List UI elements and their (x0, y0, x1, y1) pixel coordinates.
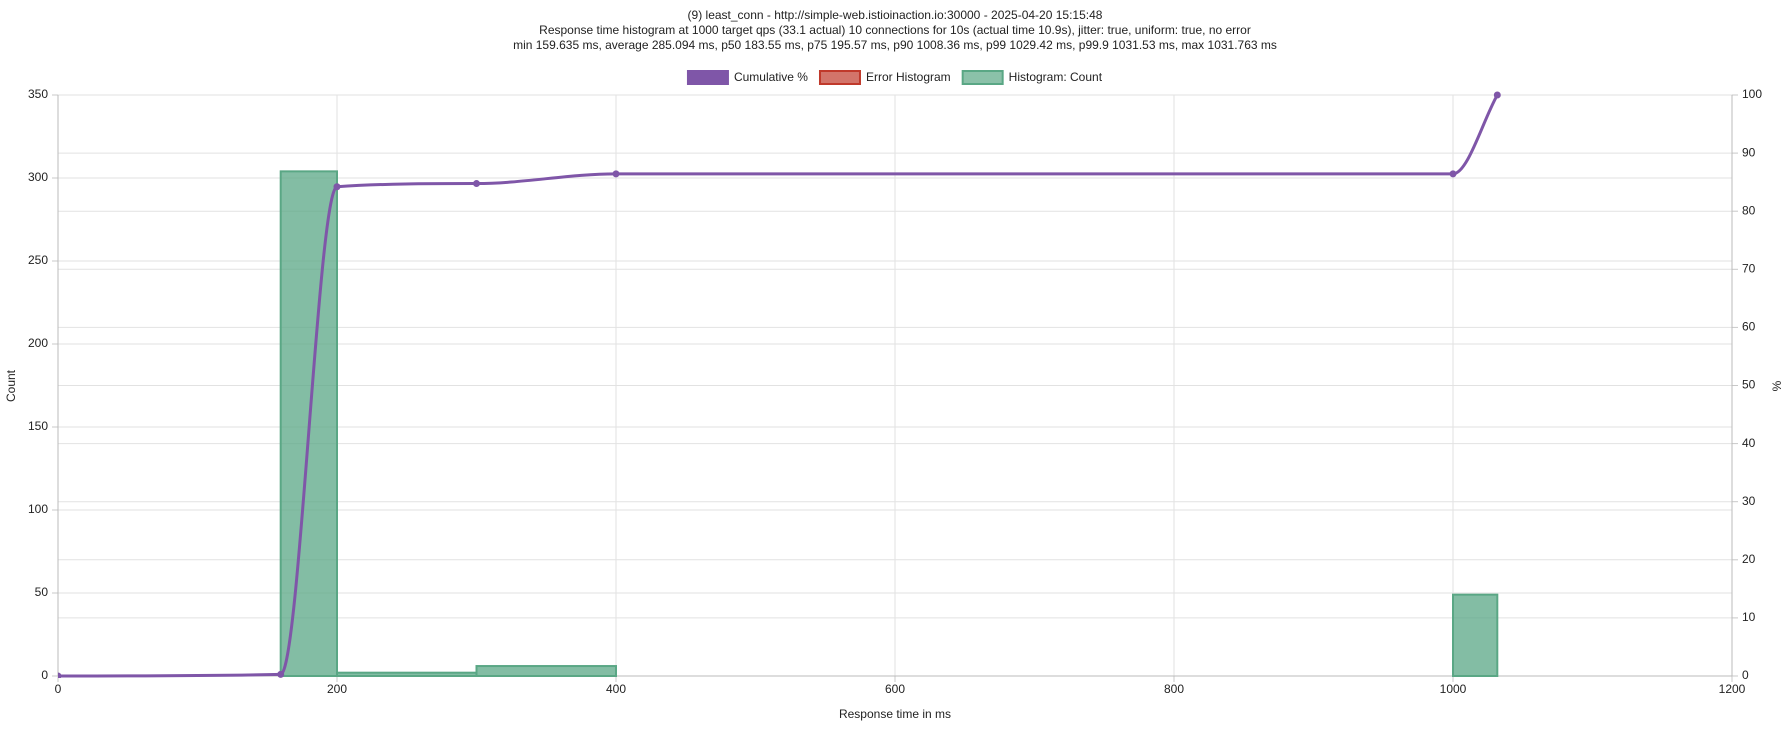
y2-tick-label: 40 (1742, 436, 1756, 450)
x-tick-label: 600 (885, 682, 905, 696)
y2-tick-label: 70 (1742, 261, 1756, 275)
chart-title: (9) least_conn - http://simple-web.istio… (688, 8, 1103, 22)
histogram-bar (475, 665, 617, 677)
y2-tick-label: 10 (1742, 610, 1756, 624)
x-tick-label: 1000 (1440, 682, 1467, 696)
x-tick-label: 200 (327, 682, 347, 696)
y2-tick-label: 60 (1742, 320, 1756, 334)
x-tick-label: 0 (55, 682, 62, 696)
legend-swatch (686, 70, 729, 85)
y-tick-label: 300 (28, 170, 48, 184)
y2-tick-label: 30 (1742, 494, 1756, 508)
cumulative-point (1493, 91, 1501, 99)
histogram-bar (336, 671, 478, 677)
y-tick-label: 50 (35, 585, 49, 599)
legend: Cumulative % Error Histogram Histogram: Co… (686, 70, 1103, 85)
y-tick-label: 250 (28, 253, 48, 267)
legend-swatch (818, 70, 861, 85)
y-tick-label: 350 (28, 87, 48, 101)
x-axis-label: Response time in ms (839, 707, 951, 721)
x-tick-label: 1200 (1719, 682, 1746, 696)
y2-tick-label: 80 (1742, 203, 1756, 217)
y-axis-label: Count (4, 369, 18, 402)
y2-tick-label: 100 (1742, 87, 1762, 101)
cumulative-point (277, 670, 285, 678)
y2-axis-label: % (1770, 380, 1784, 391)
legend-label: Cumulative % (734, 70, 808, 84)
plot-area (58, 91, 1501, 678)
cumulative-point (1449, 170, 1457, 178)
y-tick-label: 0 (41, 668, 48, 682)
y2-tick-label: 50 (1742, 378, 1756, 392)
chart-subtitle: Response time histogram at 1000 target q… (539, 23, 1251, 37)
chart-subtitle: min 159.635 ms, average 285.094 ms, p50 … (513, 38, 1277, 52)
cumulative-point (58, 672, 62, 678)
cumulative-point (333, 183, 341, 191)
legend-label: Error Histogram (866, 70, 951, 84)
cumulative-point (473, 180, 480, 188)
cumulative-point (612, 170, 620, 178)
y-tick-label: 150 (28, 419, 48, 433)
x-tick-label: 800 (1164, 682, 1184, 696)
x-tick-label: 400 (606, 682, 626, 696)
legend-swatch (961, 70, 1004, 85)
y2-tick-label: 20 (1742, 552, 1756, 566)
y-tick-label: 100 (28, 502, 48, 516)
histogram-bar (1452, 593, 1499, 677)
y-tick-label: 200 (28, 336, 48, 350)
y2-tick-label: 0 (1742, 668, 1749, 682)
legend-label: Histogram: Count (1009, 70, 1103, 84)
y2-tick-label: 90 (1742, 145, 1756, 159)
